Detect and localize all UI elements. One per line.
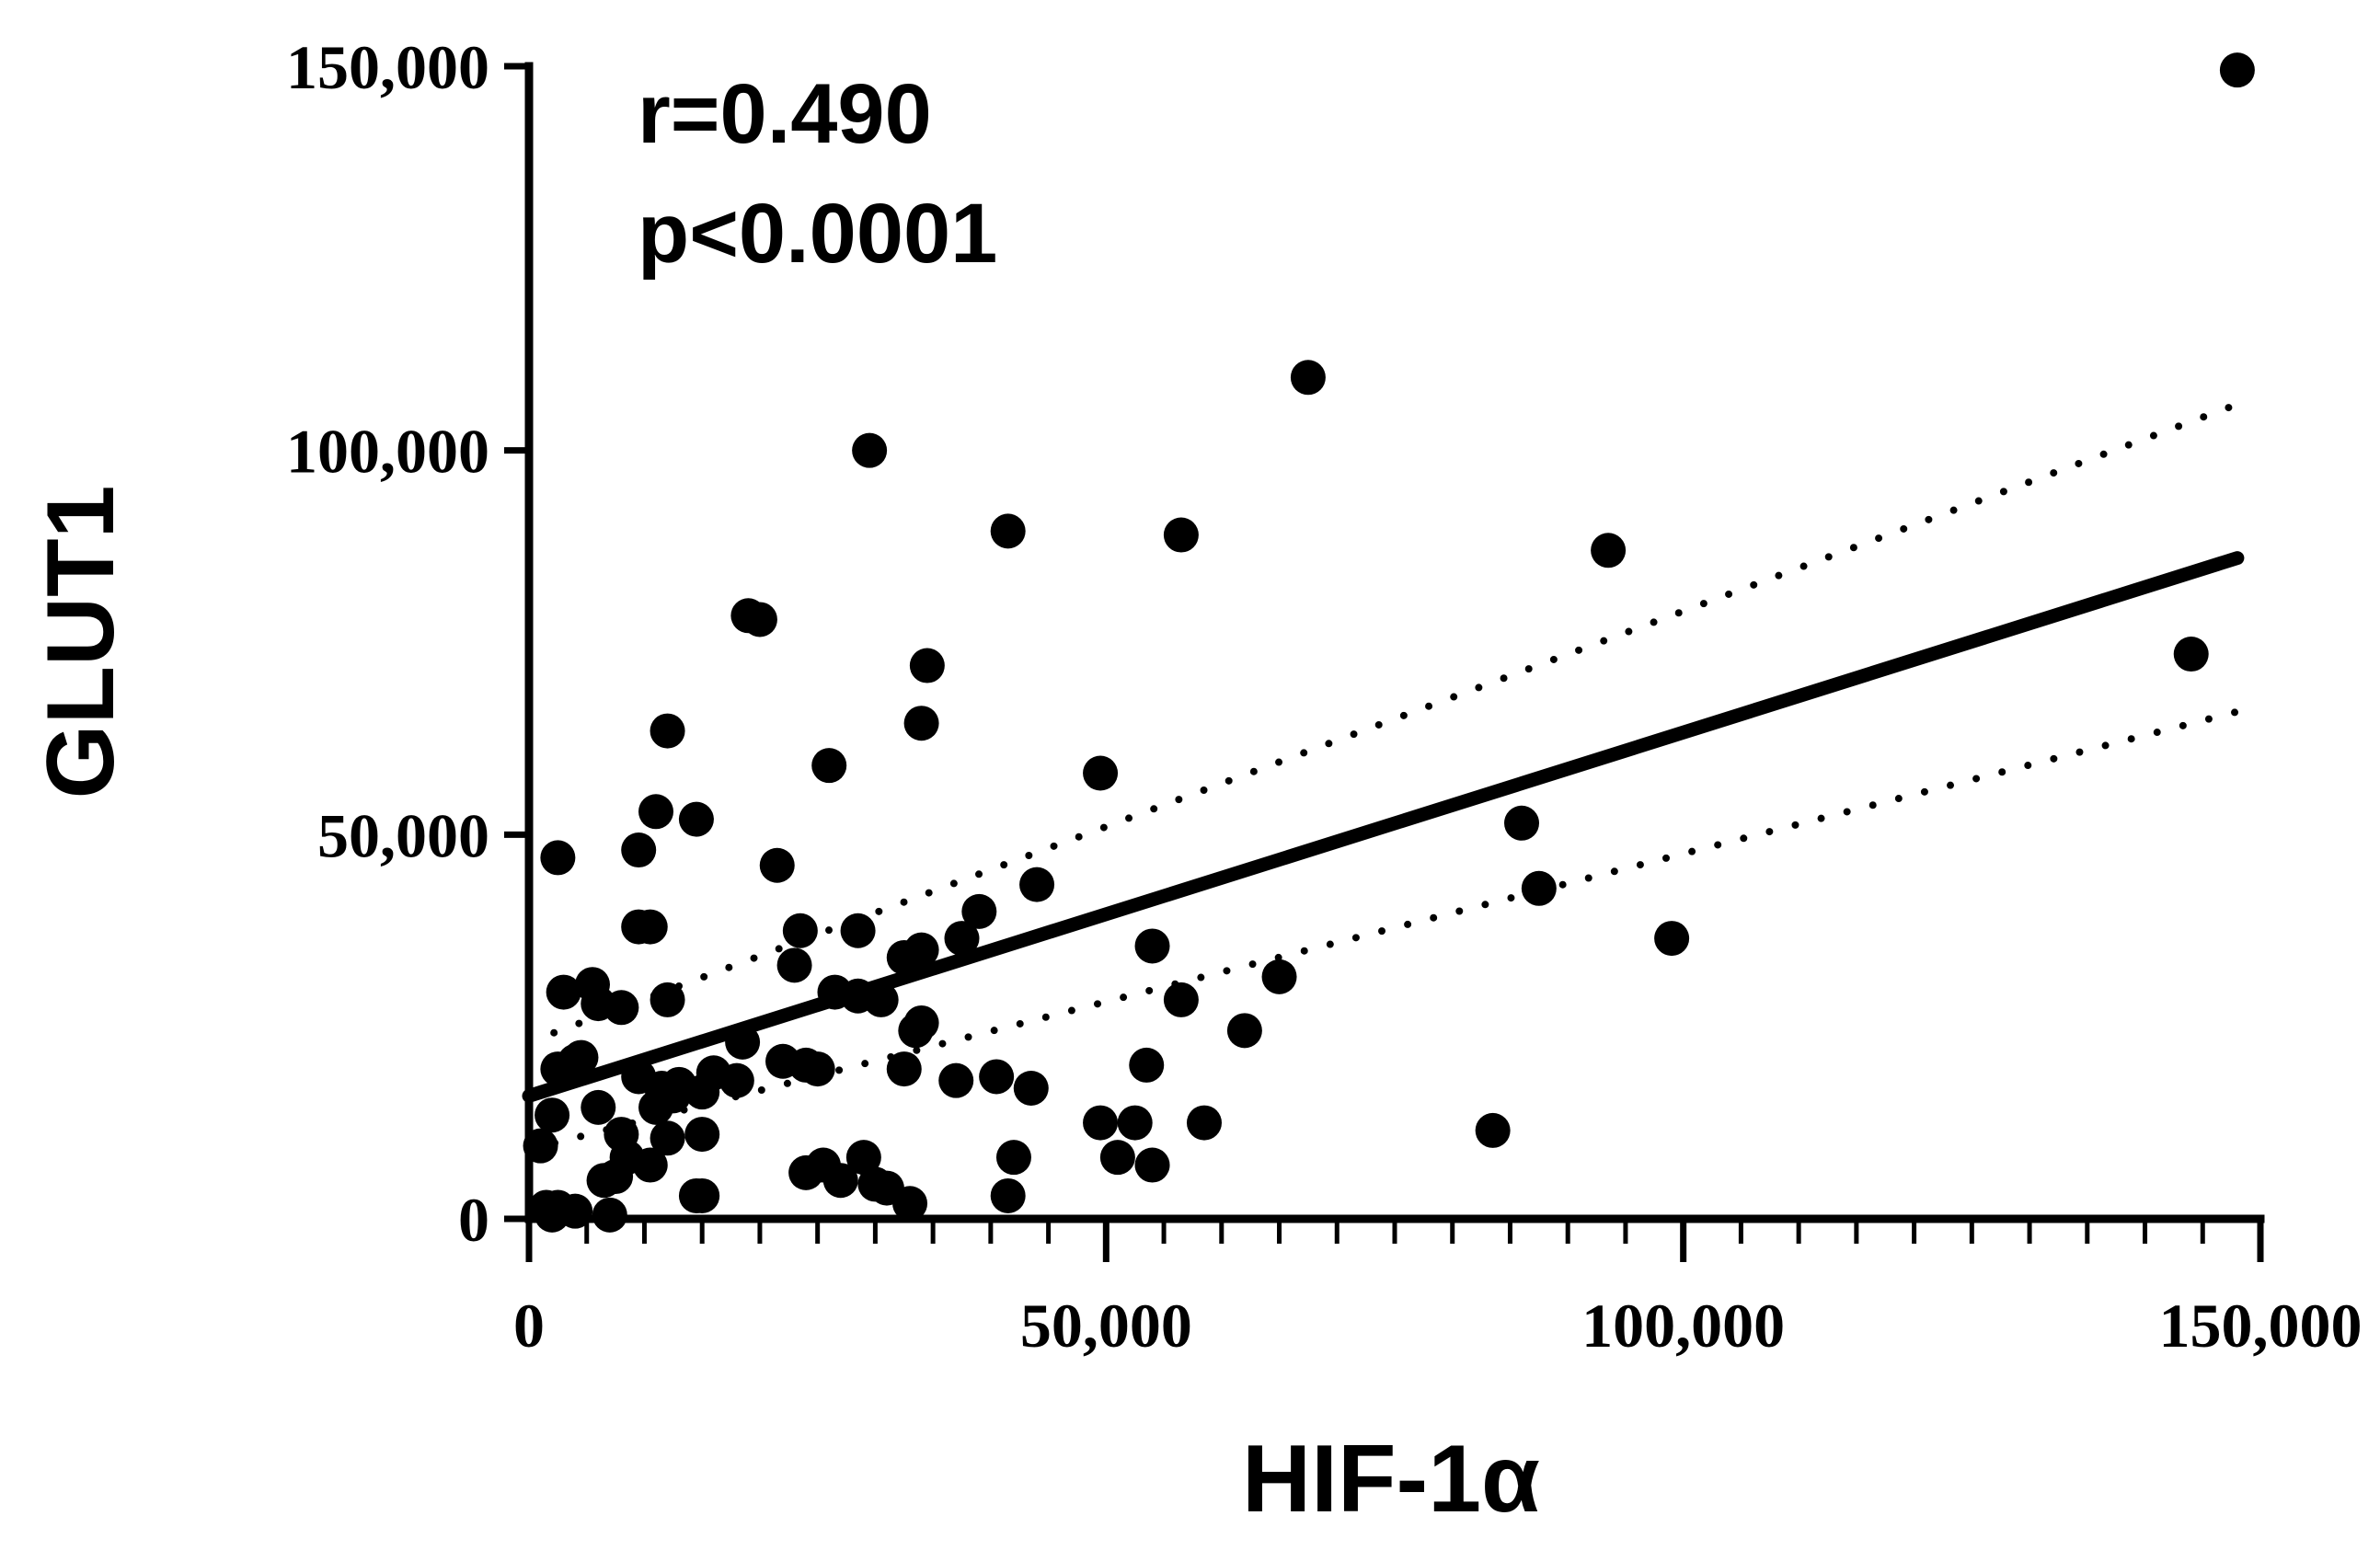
data-point bbox=[719, 1062, 754, 1098]
data-point bbox=[1504, 805, 1540, 841]
data-point bbox=[852, 432, 888, 468]
y-tick-label: 0 bbox=[458, 1185, 489, 1255]
correlation-r-annotation: r=0.490 bbox=[638, 67, 932, 161]
data-point bbox=[581, 1089, 616, 1125]
x-tick-label: 50,000 bbox=[1020, 1291, 1192, 1361]
data-point bbox=[632, 909, 668, 945]
regression-line bbox=[522, 551, 2245, 1103]
data-point bbox=[886, 939, 922, 975]
x-axis-ticks: 0 50,000 100,000 150,000 bbox=[513, 1219, 2363, 1361]
y-tick-label: 50,000 bbox=[317, 800, 489, 870]
data-point bbox=[1019, 867, 1055, 902]
data-point bbox=[540, 840, 576, 876]
x-axis-title: HIF-1α bbox=[1242, 1426, 1540, 1533]
data-point bbox=[638, 794, 674, 830]
data-point bbox=[725, 1024, 761, 1060]
data-point bbox=[650, 713, 685, 749]
data-point bbox=[678, 801, 714, 837]
data-point bbox=[650, 1120, 685, 1156]
data-point bbox=[938, 1062, 974, 1098]
data-point bbox=[886, 1051, 922, 1087]
data-point bbox=[2219, 52, 2255, 88]
y-axis-title: GLUT1 bbox=[28, 486, 134, 799]
data-point bbox=[1186, 1105, 1222, 1141]
data-point bbox=[592, 1197, 627, 1233]
data-point bbox=[650, 982, 685, 1017]
data-point bbox=[961, 893, 997, 929]
data-point bbox=[909, 648, 945, 683]
data-point bbox=[1226, 1013, 1262, 1049]
data-point bbox=[759, 847, 795, 883]
data-point bbox=[540, 1051, 576, 1087]
data-point bbox=[995, 1140, 1031, 1176]
data-point bbox=[1134, 928, 1170, 964]
data-point bbox=[638, 1089, 674, 1125]
data-point bbox=[892, 1186, 928, 1222]
data-points bbox=[523, 52, 2255, 1233]
data-point bbox=[799, 1051, 835, 1087]
data-point bbox=[1083, 1105, 1119, 1141]
data-point bbox=[586, 1163, 622, 1199]
data-point bbox=[1654, 921, 1690, 957]
data-point bbox=[782, 913, 818, 948]
p-value-annotation: p<0.0001 bbox=[638, 187, 997, 281]
data-point bbox=[840, 913, 876, 948]
data-point bbox=[632, 1147, 668, 1183]
x-tick-label: 100,000 bbox=[1581, 1291, 1785, 1361]
data-point bbox=[811, 748, 847, 784]
y-tick-label: 100,000 bbox=[286, 417, 489, 487]
data-point bbox=[621, 832, 657, 868]
data-point bbox=[1261, 959, 1297, 994]
data-point bbox=[2173, 637, 2209, 672]
data-point bbox=[742, 602, 777, 637]
data-point bbox=[1134, 1147, 1170, 1183]
data-point bbox=[776, 947, 812, 983]
data-point bbox=[1083, 755, 1119, 791]
data-point bbox=[1163, 982, 1199, 1017]
confidence-upper-line bbox=[525, 400, 2241, 1046]
data-point bbox=[863, 982, 899, 1017]
data-point bbox=[845, 1140, 881, 1176]
data-point bbox=[535, 1197, 570, 1233]
y-tick-label: 150,000 bbox=[286, 32, 489, 102]
data-point bbox=[1117, 1105, 1153, 1141]
data-point bbox=[684, 1074, 720, 1110]
data-point bbox=[535, 1097, 570, 1133]
data-point bbox=[898, 1013, 934, 1049]
data-point bbox=[944, 921, 980, 957]
x-tick-label: 150,000 bbox=[2159, 1291, 2363, 1361]
data-point bbox=[684, 1177, 720, 1213]
data-point bbox=[684, 1117, 720, 1153]
data-point bbox=[979, 1059, 1015, 1095]
data-point bbox=[990, 1177, 1026, 1213]
data-point bbox=[990, 513, 1026, 549]
data-point bbox=[1591, 533, 1627, 568]
data-point bbox=[1099, 1140, 1135, 1176]
data-point bbox=[788, 1154, 824, 1190]
y-axis-ticks: 0 50,000 100,000 150,000 bbox=[286, 32, 529, 1255]
x-axis-minor-ticks bbox=[584, 1219, 2205, 1244]
data-point bbox=[1290, 360, 1326, 396]
data-point bbox=[523, 1128, 558, 1164]
data-point bbox=[1475, 1112, 1511, 1148]
data-point bbox=[1129, 1047, 1165, 1083]
x-tick-label: 0 bbox=[513, 1291, 545, 1361]
data-point bbox=[1163, 517, 1199, 553]
data-point bbox=[546, 974, 581, 1010]
data-point bbox=[1013, 1070, 1049, 1106]
data-point bbox=[822, 1163, 858, 1199]
data-point bbox=[604, 990, 639, 1026]
data-point bbox=[1521, 870, 1557, 906]
data-point bbox=[903, 706, 939, 741]
